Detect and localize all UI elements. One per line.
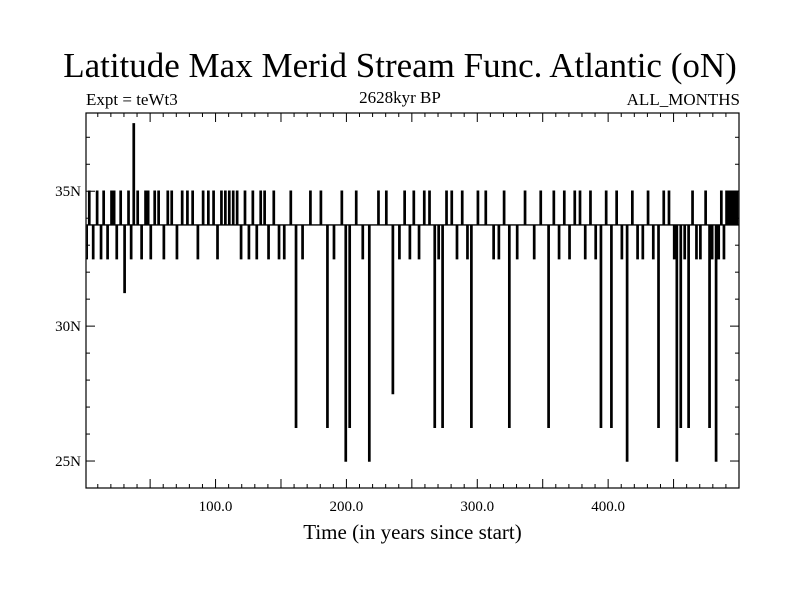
months-label: ALL_MONTHS [626, 90, 740, 109]
y-tick-label: 30N [55, 319, 81, 335]
period-label: 2628kyr BP [359, 88, 441, 107]
x-tick-label: 100.0 [199, 499, 233, 515]
x-tick-label: 200.0 [330, 499, 364, 515]
plot-frame [85, 112, 740, 489]
x-tick-label: 300.0 [460, 499, 494, 515]
y-tick-label: 25N [55, 454, 81, 470]
experiment-label: Expt = teWt3 [86, 90, 178, 109]
series-line [86, 123, 739, 462]
y-tick-label: 35N [55, 184, 81, 200]
x-tick-label: 400.0 [591, 499, 625, 515]
x-axis-label: Time (in years since start) [303, 520, 522, 544]
chart-title: Latitude Max Merid Stream Func. Atlantic… [63, 46, 737, 85]
